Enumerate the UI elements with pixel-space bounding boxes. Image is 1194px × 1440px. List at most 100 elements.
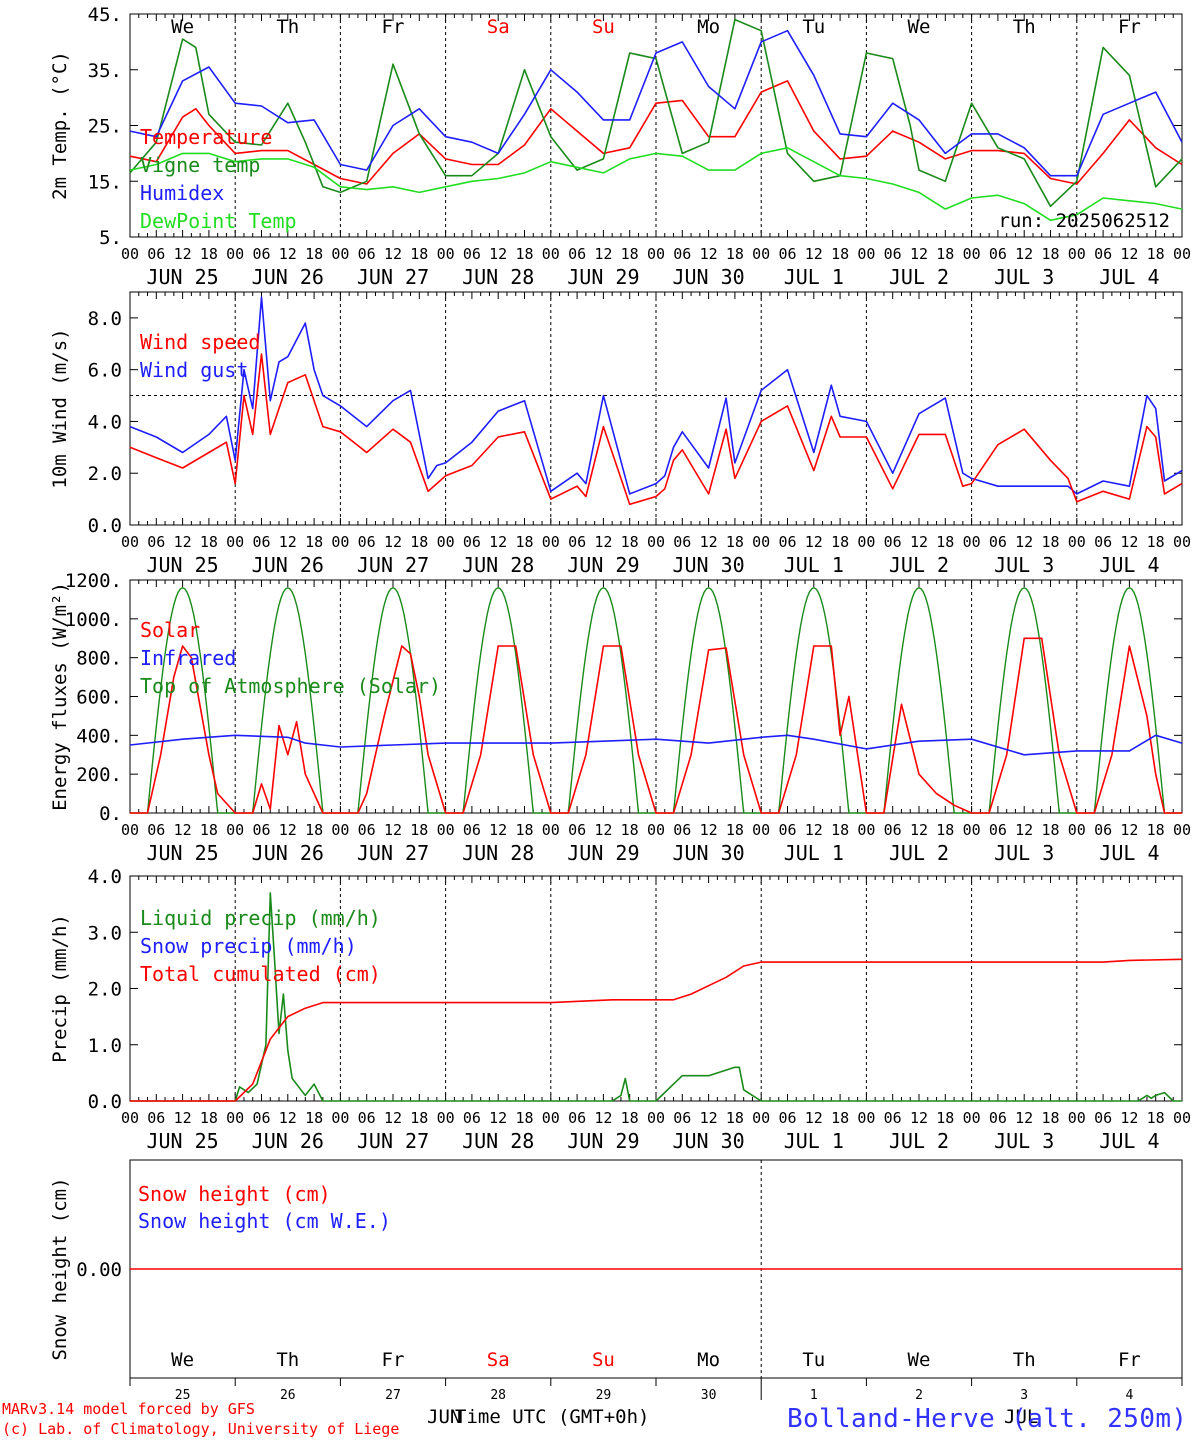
hour-tick-label: 12 [174, 1109, 192, 1127]
legend-snow-height-cm-: Snow height (cm) [138, 1182, 331, 1206]
y-tick-label: 4.0 [88, 411, 122, 433]
hour-tick-label: 00 [647, 245, 665, 263]
hour-tick-label: 18 [936, 533, 954, 551]
hour-tick-label: 18 [1147, 245, 1165, 263]
hour-tick-label: 06 [568, 1109, 586, 1127]
hour-tick-label: 00 [857, 1109, 875, 1127]
weekday-label: Th [276, 16, 299, 38]
hour-tick-label: 00 [542, 1109, 560, 1127]
hour-tick-label: 00 [1173, 821, 1191, 839]
bottom-day-number: 3 [1020, 1388, 1028, 1403]
hour-tick-label: 06 [463, 821, 481, 839]
hour-tick-label: 00 [226, 1109, 244, 1127]
hour-tick-label: 06 [778, 1109, 796, 1127]
bottom-day-number: 27 [385, 1388, 401, 1403]
hour-tick-label: 00 [752, 821, 770, 839]
date-label: JUL 3 [994, 553, 1054, 577]
date-label: JUL 3 [994, 1129, 1054, 1153]
hour-tick-label: 00 [1068, 533, 1086, 551]
hour-tick-label: 18 [1041, 533, 1059, 551]
hour-tick-label: 12 [700, 245, 718, 263]
legend-temperature: Temperature [140, 125, 272, 149]
y-tick-label: 0.00 [76, 1259, 122, 1281]
legend-snow-precip-mm-h-: Snow precip (mm/h) [140, 934, 357, 958]
series-line-wind-gust [129, 296, 1183, 495]
hour-tick-label: 18 [621, 1109, 639, 1127]
hour-tick-label: 18 [410, 821, 428, 839]
y-tick-label: 5. [99, 227, 122, 249]
hour-tick-label: 06 [1094, 821, 1112, 839]
hour-tick-label: 18 [831, 533, 849, 551]
hour-tick-label: 06 [568, 245, 586, 263]
date-label: JUL 4 [1099, 1129, 1159, 1153]
hour-tick-label: 12 [279, 245, 297, 263]
weekday-label: We [171, 16, 194, 38]
hour-tick-label: 18 [515, 245, 533, 263]
hour-tick-label: 00 [542, 245, 560, 263]
series-line-dewpoint-temp [129, 147, 1183, 222]
hour-tick-label: 18 [305, 1109, 323, 1127]
weekday-label-bottom: We [171, 1349, 194, 1371]
hour-tick-label: 12 [384, 1109, 402, 1127]
hour-tick-label: 18 [936, 245, 954, 263]
hour-tick-label: 12 [1120, 533, 1138, 551]
hour-tick-label: 12 [594, 1109, 612, 1127]
hour-tick-label: 18 [1147, 1109, 1165, 1127]
date-label: JUN 27 [357, 841, 429, 865]
bottom-day-number: 4 [1125, 1388, 1133, 1403]
hour-tick-label: 18 [726, 1109, 744, 1127]
hour-tick-label: 18 [1041, 821, 1059, 839]
hour-tick-label: 12 [910, 533, 928, 551]
date-label: JUN 26 [252, 553, 324, 577]
hour-tick-label: 18 [1041, 245, 1059, 263]
weekday-label: Sa [487, 16, 510, 38]
y-tick-label: 0. [99, 803, 122, 825]
hour-tick-label: 06 [147, 1109, 165, 1127]
date-label: JUL 4 [1099, 841, 1159, 865]
hour-tick-label: 00 [121, 533, 139, 551]
weekday-label: Mo [697, 16, 720, 38]
hour-tick-label: 12 [384, 245, 402, 263]
y-tick-label: 1.0 [88, 1035, 122, 1057]
hour-tick-label: 06 [989, 1109, 1007, 1127]
series-line-total-cumulated [130, 958, 1183, 1102]
bottom-day-number: 1 [810, 1388, 818, 1403]
hour-tick-label: 00 [647, 1109, 665, 1127]
hour-tick-label: 06 [778, 533, 796, 551]
y-tick-label: 0.0 [88, 515, 122, 537]
hour-tick-label: 06 [884, 821, 902, 839]
hour-tick-label: 18 [1147, 533, 1165, 551]
hour-tick-label: 06 [252, 1109, 270, 1127]
date-label: JUL 3 [994, 265, 1054, 289]
hour-tick-label: 06 [778, 821, 796, 839]
hour-tick-label: 18 [831, 245, 849, 263]
hour-tick-label: 12 [1120, 1109, 1138, 1127]
hour-tick-label: 00 [1173, 533, 1191, 551]
hour-tick-label: 00 [647, 533, 665, 551]
hour-tick-label: 12 [910, 245, 928, 263]
hour-tick-label: 18 [831, 1109, 849, 1127]
legend-vigne-temp: Vigne temp [140, 153, 260, 177]
hour-tick-label: 12 [805, 821, 823, 839]
y-tick-label: 2.0 [88, 979, 122, 1001]
hour-tick-label: 18 [200, 821, 218, 839]
hour-tick-label: 00 [1068, 1109, 1086, 1127]
hour-tick-label: 06 [358, 533, 376, 551]
hour-tick-label: 00 [752, 1109, 770, 1127]
hour-tick-label: 12 [594, 245, 612, 263]
date-label: JUL 4 [1099, 265, 1159, 289]
y-tick-label: 600. [76, 687, 122, 709]
date-label: JUN 25 [146, 841, 218, 865]
hour-tick-label: 00 [1068, 245, 1086, 263]
hour-tick-label: 18 [831, 821, 849, 839]
date-label: JUN 28 [462, 841, 534, 865]
hour-tick-label: 12 [489, 533, 507, 551]
hour-tick-label: 00 [857, 821, 875, 839]
y-tick-label: 25. [88, 116, 122, 138]
hour-tick-label: 12 [594, 533, 612, 551]
hour-tick-label: 18 [410, 1109, 428, 1127]
hour-tick-label: 18 [515, 821, 533, 839]
hour-tick-label: 12 [489, 245, 507, 263]
hour-tick-label: 06 [463, 1109, 481, 1127]
